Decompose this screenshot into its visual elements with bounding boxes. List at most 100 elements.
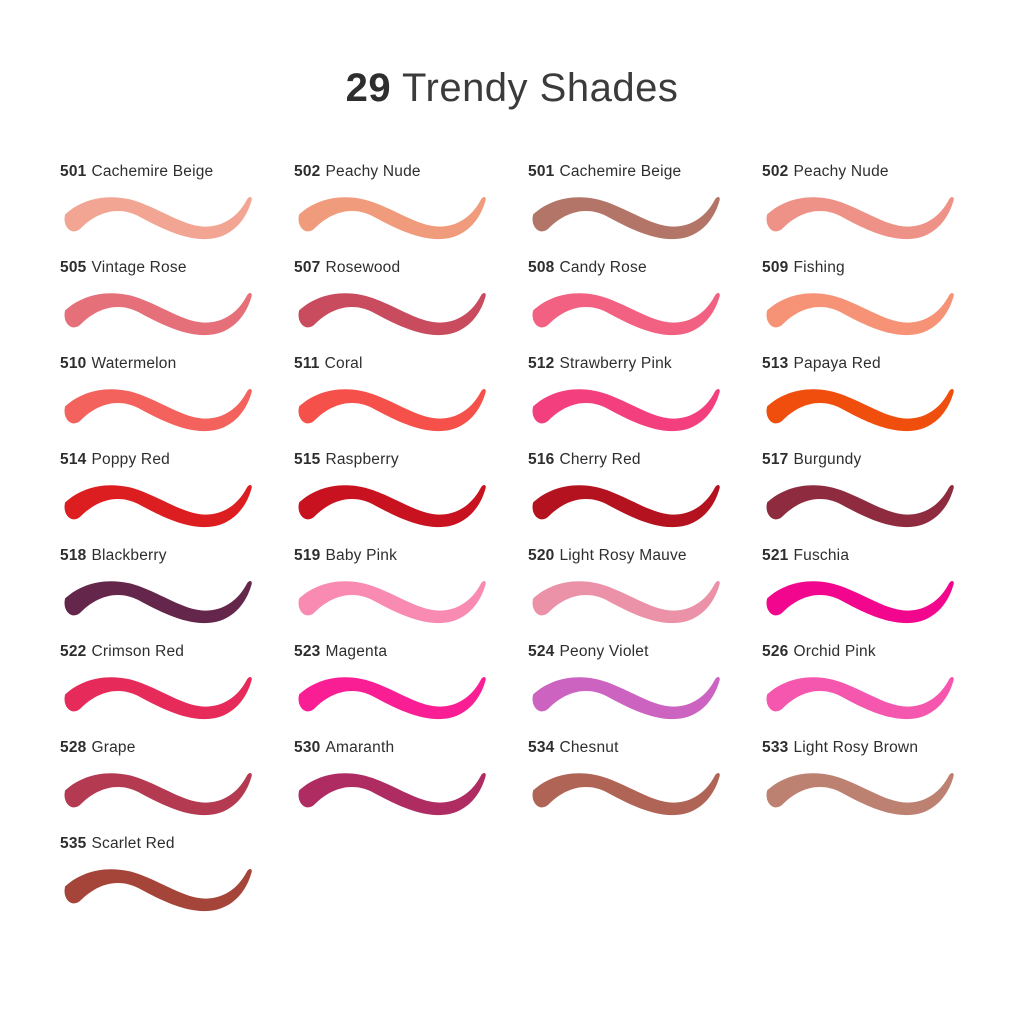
brush-stroke-shape <box>298 292 486 336</box>
brush-stroke-icon <box>766 772 954 816</box>
shade-label: 518 Blackberry <box>60 547 167 565</box>
brush-stroke-icon <box>298 772 486 816</box>
brush-stroke-shape <box>766 580 954 624</box>
brush-stroke-shape <box>298 388 486 432</box>
shade-name: Papaya Red <box>793 355 881 372</box>
page-title: 29 Trendy Shades <box>0 66 1024 111</box>
shade-code: 502 <box>762 163 789 180</box>
shade-code: 505 <box>60 259 87 276</box>
brush-stroke-icon <box>298 484 486 528</box>
shade-label: 519 Baby Pink <box>294 547 397 565</box>
shade-name: Peachy Nude <box>793 163 889 180</box>
brush-stroke-icon <box>298 676 486 720</box>
shade-code: 510 <box>60 355 87 372</box>
brush-stroke-icon <box>766 676 954 720</box>
brush-stroke-icon <box>298 388 486 432</box>
shade-label: 535 Scarlet Red <box>60 835 175 853</box>
brush-stroke-icon <box>766 484 954 528</box>
shade-code: 533 <box>762 739 789 756</box>
brush-stroke-shape <box>298 196 486 240</box>
shade-label: 515 Raspberry <box>294 451 399 469</box>
shade-label: 512 Strawberry Pink <box>528 355 672 373</box>
shade-name: Light Rosy Mauve <box>559 547 687 564</box>
shade-code: 512 <box>528 355 555 372</box>
brush-stroke-icon <box>766 196 954 240</box>
brush-stroke-shape <box>64 484 252 528</box>
shade-label: 521 Fuschia <box>762 547 849 565</box>
brush-stroke-shape <box>766 484 954 528</box>
shade-cell: 521 Fuschia <box>762 547 996 643</box>
shade-cell: 502 Peachy Nude <box>762 163 996 259</box>
shade-label: 516 Cherry Red <box>528 451 641 469</box>
shade-code: 513 <box>762 355 789 372</box>
shade-cell: 524 Peony Violet <box>528 643 762 739</box>
shade-cell: 519 Baby Pink <box>294 547 528 643</box>
brush-stroke-icon <box>532 292 720 336</box>
brush-stroke-shape <box>532 292 720 336</box>
shade-label: 501 Cachemire Beige <box>528 163 681 181</box>
shade-cell: 535 Scarlet Red <box>60 835 294 931</box>
shade-name: Strawberry Pink <box>559 355 672 372</box>
brush-stroke-shape <box>64 772 252 816</box>
shade-code: 501 <box>60 163 87 180</box>
shade-cell: 507 Rosewood <box>294 259 528 355</box>
shade-chart-page: 29 Trendy Shades 501 Cachemire Beige 502 P… <box>0 66 1024 1024</box>
shade-label: 533 Light Rosy Brown <box>762 739 918 757</box>
shade-name: Coral <box>324 355 363 372</box>
brush-stroke-shape <box>532 388 720 432</box>
brush-stroke-shape <box>766 292 954 336</box>
brush-stroke-shape <box>298 772 486 816</box>
shade-code: 530 <box>294 739 321 756</box>
shade-name: Crimson Red <box>91 643 185 660</box>
shade-code: 524 <box>528 643 555 660</box>
shade-name: Orchid Pink <box>793 643 876 660</box>
shade-code: 502 <box>294 163 321 180</box>
shade-code: 523 <box>294 643 321 660</box>
shade-label: 509 Fishing <box>762 259 845 277</box>
shade-name: Raspberry <box>325 451 399 468</box>
shade-code: 515 <box>294 451 321 468</box>
shade-cell: 522 Crimson Red <box>60 643 294 739</box>
shade-cell: 501 Cachemire Beige <box>528 163 762 259</box>
shade-code: 514 <box>60 451 87 468</box>
brush-stroke-shape <box>298 580 486 624</box>
shade-name: Vintage Rose <box>91 259 187 276</box>
shade-cell: 533 Light Rosy Brown <box>762 739 996 835</box>
brush-stroke-shape <box>532 484 720 528</box>
shade-label: 514 Poppy Red <box>60 451 170 469</box>
shade-label: 517 Burgundy <box>762 451 861 469</box>
shade-cell: 534 Chesnut <box>528 739 762 835</box>
shade-code: 508 <box>528 259 555 276</box>
shade-label: 522 Crimson Red <box>60 643 184 661</box>
shade-code: 517 <box>762 451 789 468</box>
brush-stroke-icon <box>64 484 252 528</box>
shade-name: Poppy Red <box>91 451 170 468</box>
brush-stroke-shape <box>766 772 954 816</box>
brush-stroke-icon <box>298 196 486 240</box>
shade-code: 509 <box>762 259 789 276</box>
shade-cell: 523 Magenta <box>294 643 528 739</box>
shade-cell: 526 Orchid Pink <box>762 643 996 739</box>
shade-code: 528 <box>60 739 87 756</box>
shade-label: 513 Papaya Red <box>762 355 881 373</box>
shade-label: 530 Amaranth <box>294 739 394 757</box>
shade-cell: 508 Candy Rose <box>528 259 762 355</box>
shade-name: Amaranth <box>325 739 395 756</box>
brush-stroke-icon <box>64 772 252 816</box>
shade-name: Peachy Nude <box>325 163 421 180</box>
shade-label: 502 Peachy Nude <box>762 163 889 181</box>
brush-stroke-shape <box>532 676 720 720</box>
shade-cell: 501 Cachemire Beige <box>60 163 294 259</box>
brush-stroke-shape <box>64 292 252 336</box>
shade-code: 526 <box>762 643 789 660</box>
shade-code: 521 <box>762 547 789 564</box>
brush-stroke-icon <box>64 868 252 912</box>
brush-stroke-icon <box>298 292 486 336</box>
shade-code: 534 <box>528 739 555 756</box>
brush-stroke-shape <box>766 676 954 720</box>
shade-label: 526 Orchid Pink <box>762 643 876 661</box>
shade-label: 528 Grape <box>60 739 136 757</box>
shade-label: 510 Watermelon <box>60 355 176 373</box>
shade-name: Cherry Red <box>559 451 641 468</box>
shade-name: Burgundy <box>793 451 862 468</box>
